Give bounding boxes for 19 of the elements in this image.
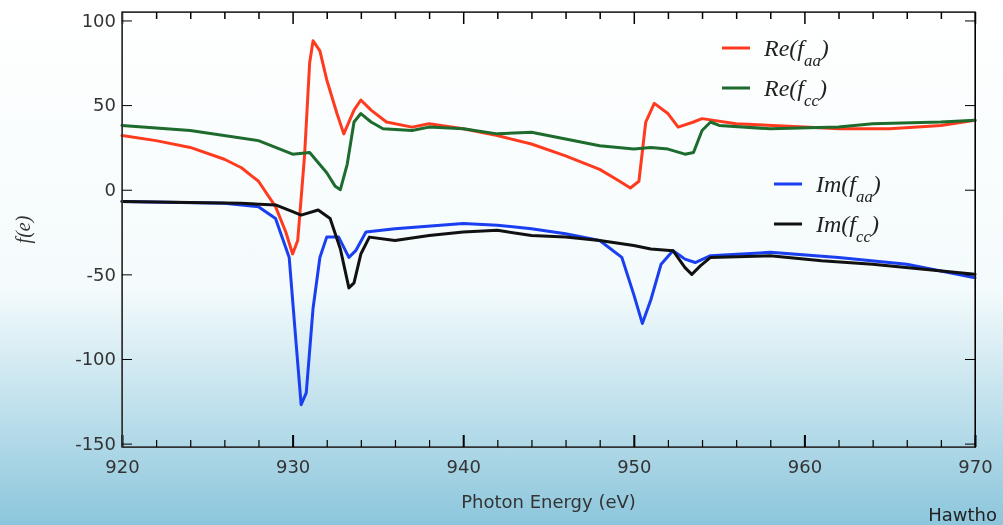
legend-label: Re(f$_{cc}$) — [763, 75, 827, 110]
text: Hawtho — [928, 504, 997, 525]
x-tick-label: 920 — [105, 455, 140, 477]
x-tick-label: 940 — [446, 455, 481, 477]
y-tick-label: -50 — [86, 263, 116, 285]
y-tick-label: 0 — [104, 178, 116, 200]
y-axis-title: f(e) — [12, 215, 35, 244]
x-tick-label: 950 — [617, 455, 652, 477]
y-tick-label: 50 — [93, 94, 116, 116]
legend-label: Re(f$_{aa}$) — [763, 35, 829, 70]
y-tick-label: -100 — [75, 348, 116, 370]
legend-label: Im(f$_{cc}$) — [815, 211, 879, 246]
y-tick-label: 100 — [81, 9, 116, 31]
y-tick-label: -150 — [75, 432, 116, 454]
x-axis-title: Photon Energy (eV) — [461, 491, 636, 512]
legend-label: Im(f$_{aa}$) — [815, 171, 881, 206]
x-tick-label: 930 — [275, 455, 311, 477]
x-tick-label: 970 — [958, 455, 993, 477]
x-tick-label: 960 — [787, 455, 823, 477]
